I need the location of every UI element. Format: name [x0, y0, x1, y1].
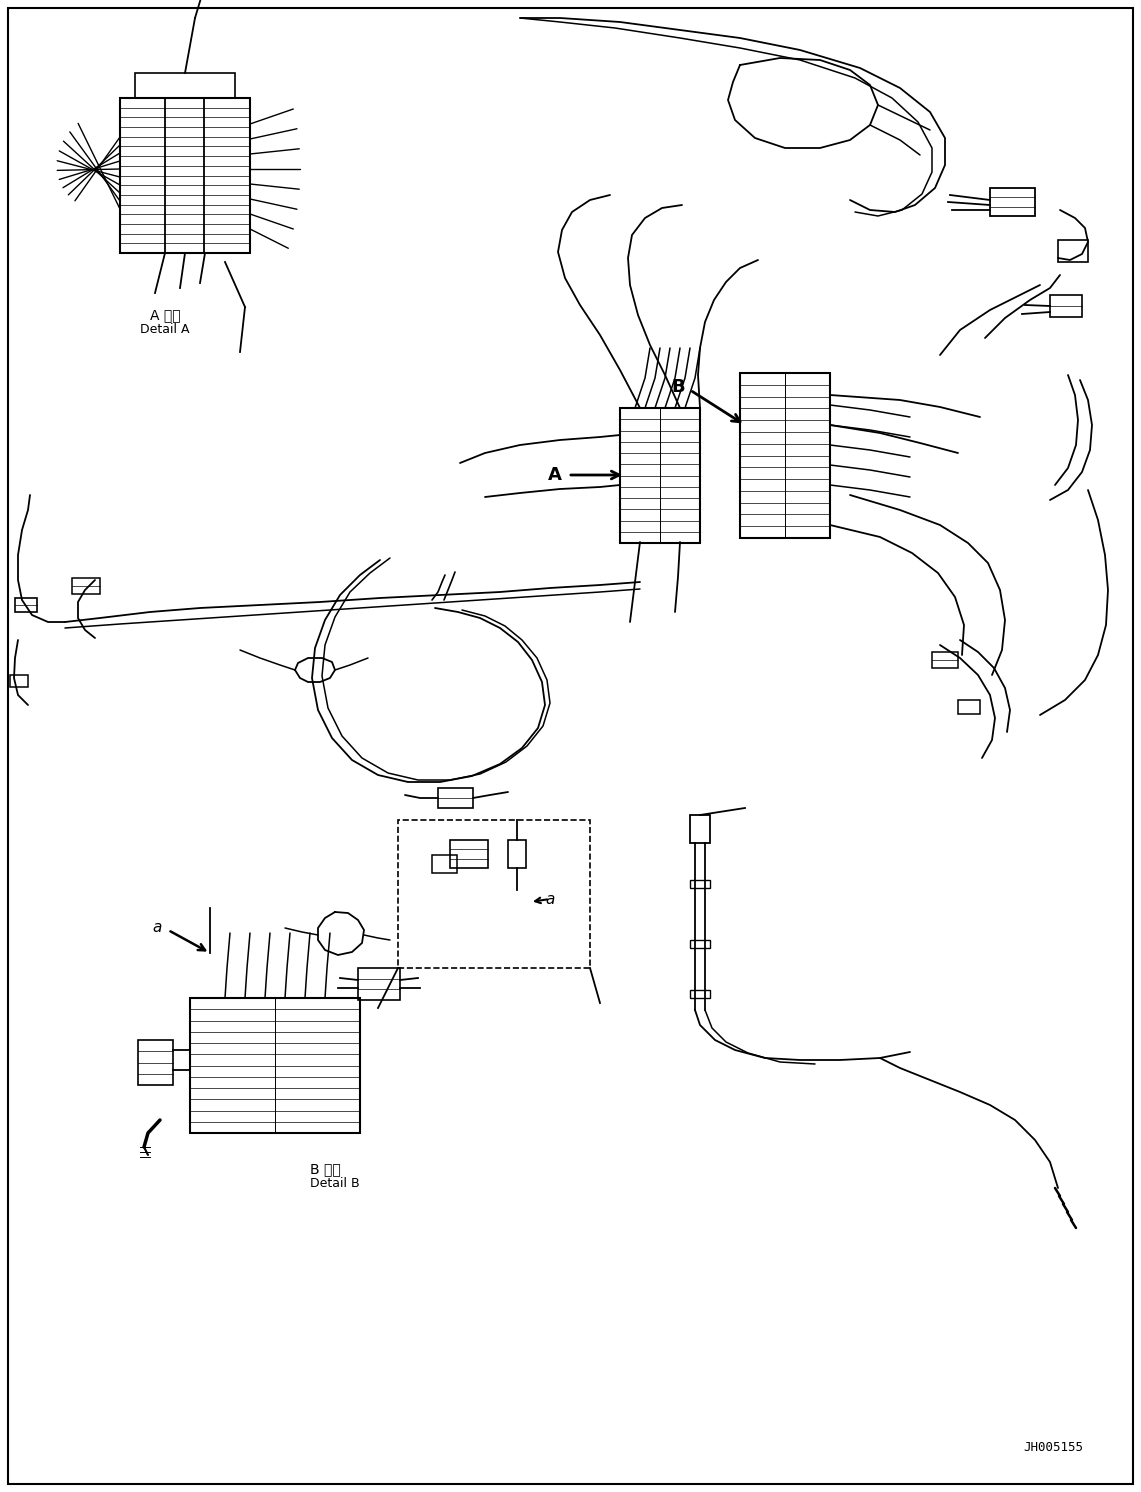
Bar — [450, 840, 488, 868]
Bar — [1050, 295, 1082, 316]
Bar — [432, 855, 458, 873]
Bar — [690, 940, 710, 947]
Bar — [191, 998, 361, 1132]
Bar — [15, 598, 37, 612]
Bar — [620, 407, 699, 543]
Bar — [690, 815, 710, 843]
Bar — [438, 788, 474, 809]
Bar — [690, 991, 710, 998]
Text: B 詳細: B 詳細 — [310, 1162, 341, 1176]
Text: a: a — [153, 921, 162, 935]
Bar — [508, 840, 526, 868]
Text: JH005155: JH005155 — [1023, 1441, 1083, 1455]
Text: A 詳細: A 詳細 — [149, 307, 180, 322]
Bar — [932, 652, 958, 668]
Bar — [398, 821, 590, 968]
Bar — [135, 73, 235, 98]
Bar — [138, 1040, 173, 1085]
Bar — [958, 700, 980, 715]
Bar — [72, 577, 100, 594]
Bar — [1058, 240, 1089, 263]
Text: Detail B: Detail B — [310, 1177, 359, 1191]
Text: B: B — [671, 377, 685, 395]
Bar — [741, 373, 830, 539]
Bar — [10, 674, 29, 686]
Bar — [690, 880, 710, 888]
Bar — [120, 98, 250, 254]
Text: Detail A: Detail A — [140, 322, 189, 336]
Bar — [990, 188, 1035, 216]
Text: A: A — [548, 466, 563, 483]
Text: a: a — [545, 892, 555, 907]
Bar — [358, 968, 400, 1000]
